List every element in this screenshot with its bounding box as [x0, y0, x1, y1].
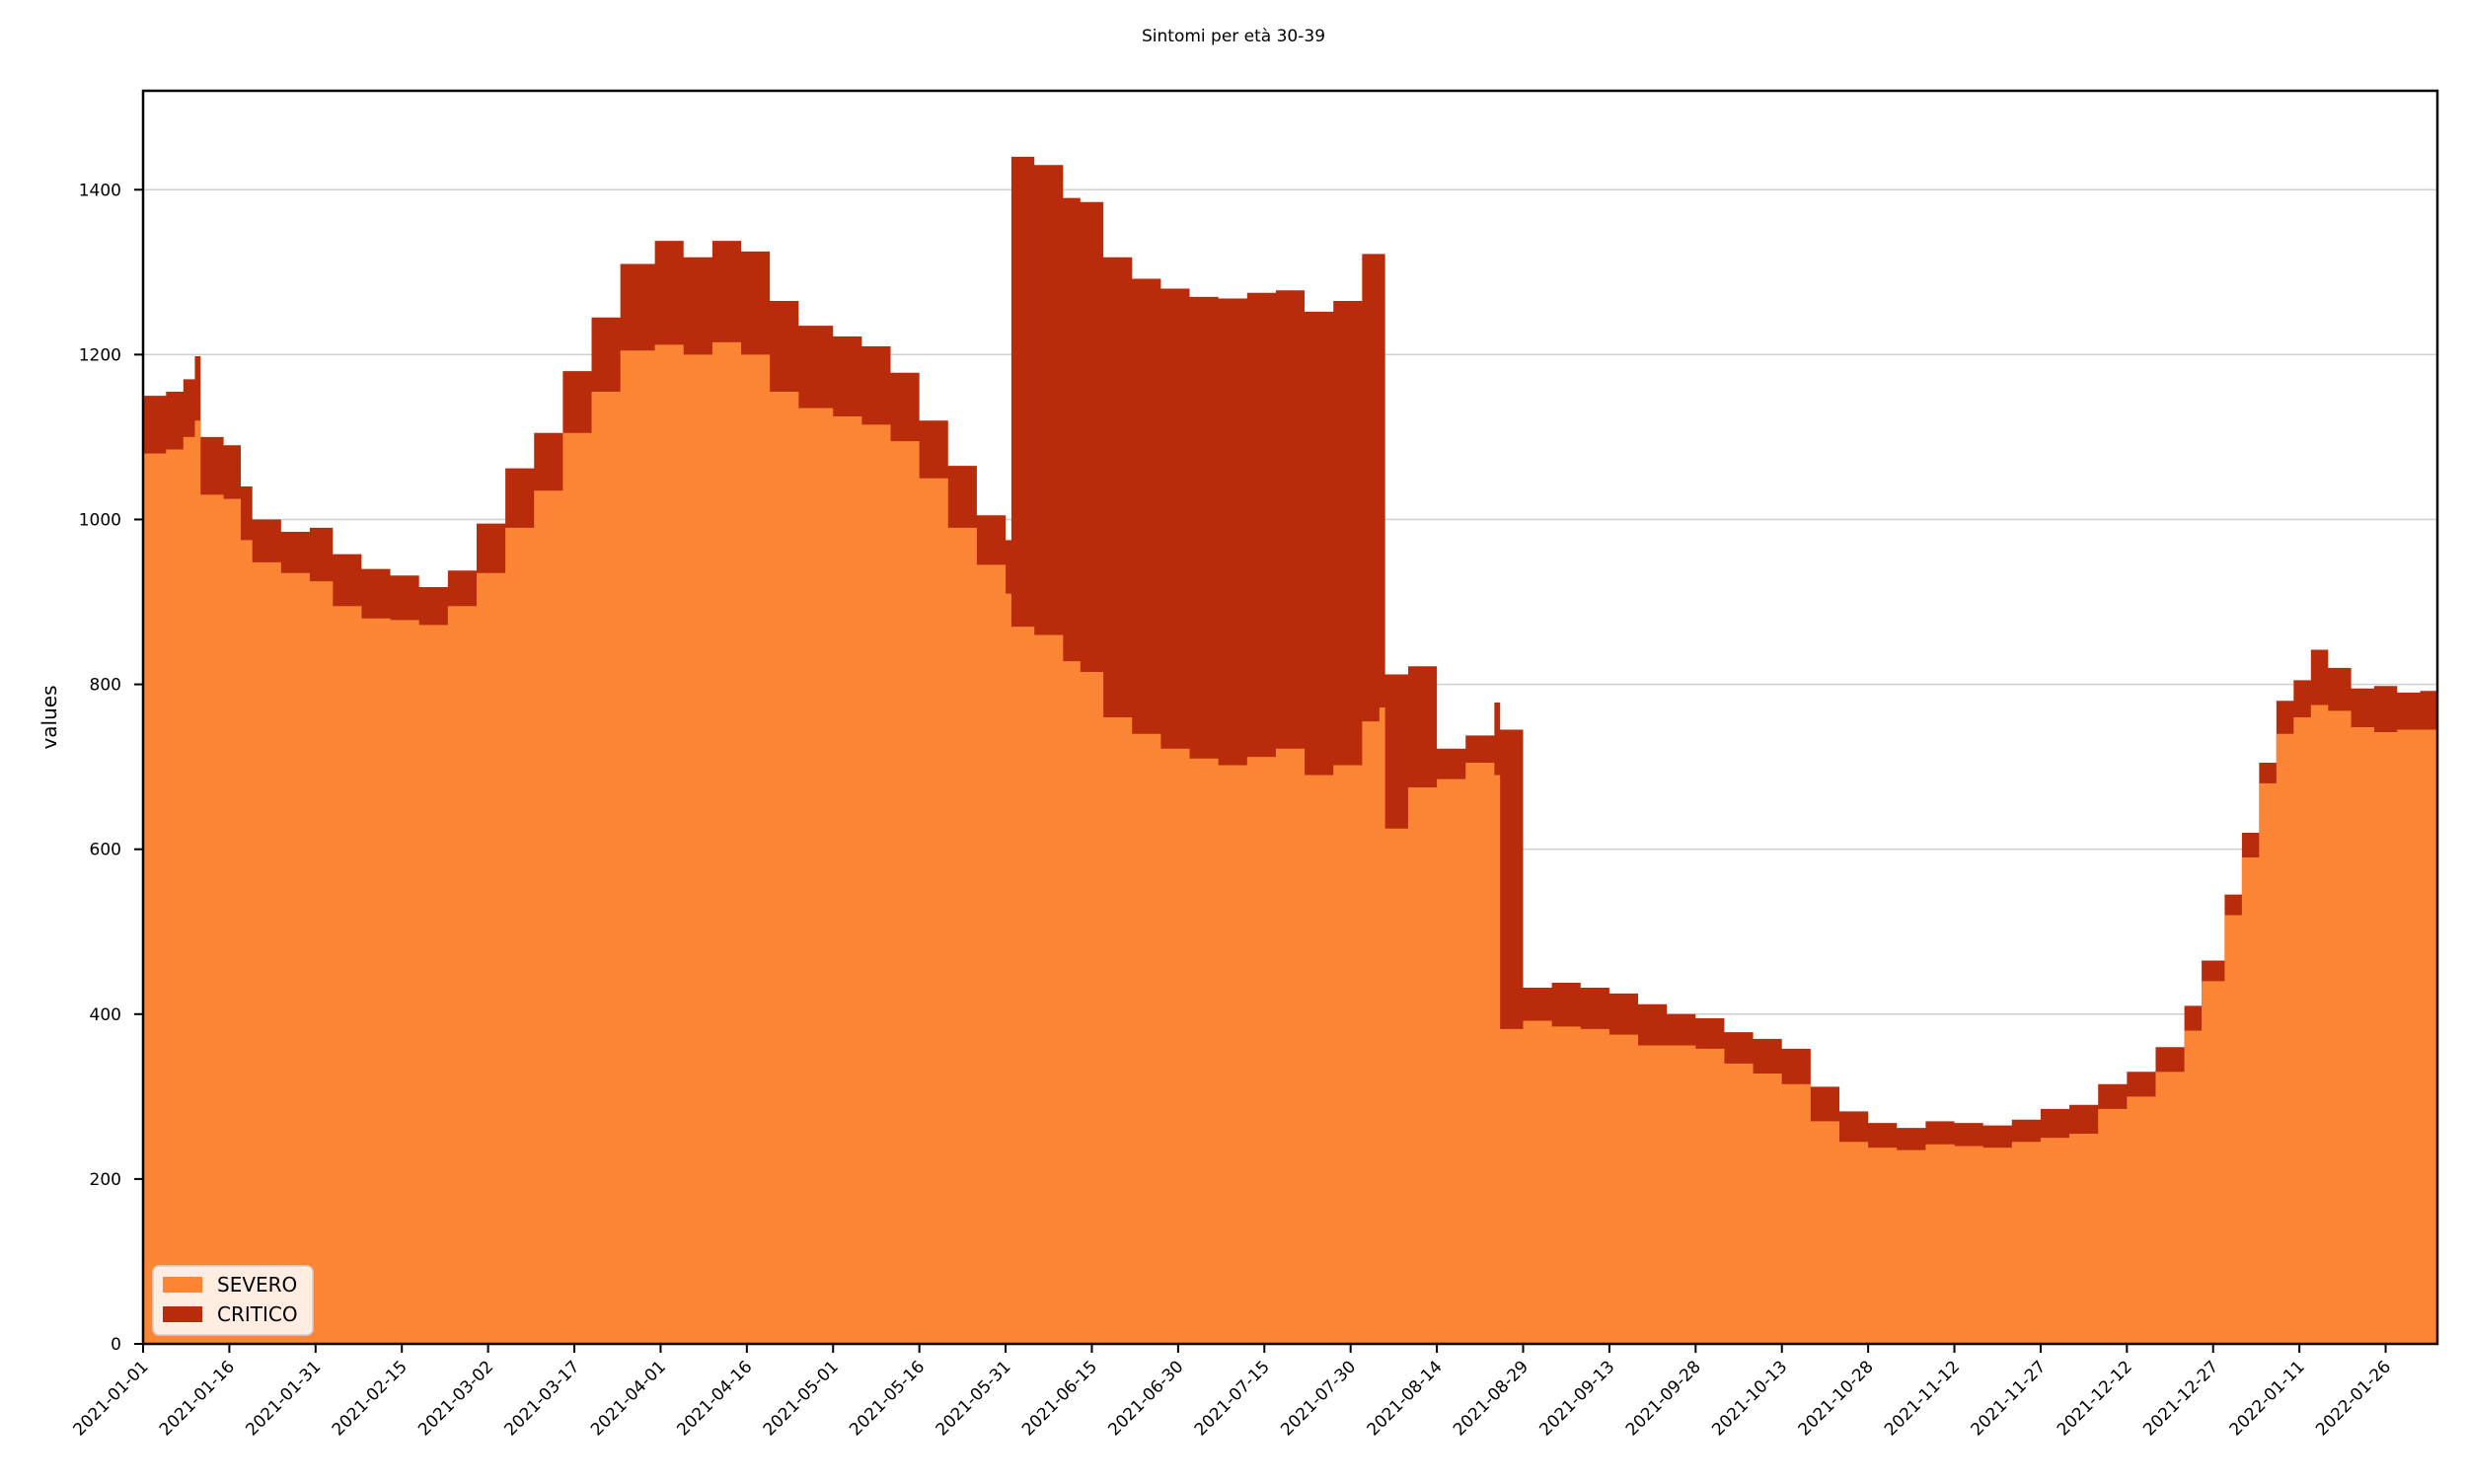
- x-tick-label: 2021-07-30: [1277, 1357, 1360, 1440]
- y-tick-label: 600: [90, 841, 121, 860]
- y-tick-label: 1000: [79, 510, 121, 530]
- x-tick-label: 2021-01-31: [242, 1357, 325, 1440]
- x-tick-label: 2021-01-01: [70, 1357, 153, 1440]
- x-tick-label: 2021-11-27: [1967, 1357, 2050, 1440]
- chart-title: Sintomi per età 30-39: [1142, 27, 1325, 46]
- x-tick-label: 2021-02-15: [329, 1357, 411, 1440]
- x-tick-label: 2021-10-13: [1708, 1357, 1791, 1440]
- y-tick-label: 400: [90, 1005, 121, 1025]
- area-series-group: [143, 156, 2437, 1345]
- y-axis: 0 200 400 600 800 1000 1200 1400: [79, 181, 143, 1355]
- x-tick-label: 2021-05-01: [760, 1357, 843, 1440]
- x-tick-label: 2021-09-13: [1535, 1357, 1618, 1440]
- x-tick-label: 2021-01-16: [156, 1357, 239, 1440]
- x-tick-label: 2021-03-02: [414, 1357, 497, 1440]
- legend-label: SEVERO: [217, 1273, 297, 1297]
- x-tick-label: 2021-04-16: [673, 1357, 756, 1440]
- x-tick-label: 2021-08-14: [1364, 1357, 1447, 1440]
- y-axis-label: values: [37, 685, 61, 749]
- y-tick-label: 1400: [79, 181, 121, 200]
- legend: SEVERO CRITICO: [152, 1265, 314, 1336]
- x-tick-label: 2022-01-11: [2226, 1357, 2309, 1440]
- x-tick-label: 2021-07-15: [1191, 1357, 1274, 1440]
- x-tick-label: 2021-05-31: [933, 1357, 1015, 1440]
- x-tick-label: 2021-12-12: [2054, 1357, 2136, 1440]
- x-tick-label: 2021-12-27: [2139, 1357, 2222, 1440]
- legend-swatch: [163, 1277, 202, 1293]
- x-tick-label: 2021-09-28: [1622, 1357, 1705, 1440]
- y-tick-label: 200: [90, 1170, 121, 1190]
- legend-label: CRITICO: [217, 1302, 298, 1326]
- x-tick-label: 2021-05-16: [846, 1357, 929, 1440]
- x-tick-label: 2021-08-29: [1450, 1357, 1533, 1440]
- x-tick-label: 2021-10-28: [1795, 1357, 1878, 1440]
- legend-swatch: [163, 1306, 202, 1322]
- x-tick-label: 2021-06-30: [1104, 1357, 1187, 1440]
- x-tick-label: 2021-03-17: [501, 1357, 584, 1440]
- plot-frame: [141, 89, 2439, 1346]
- y-tick-label: 1200: [79, 345, 121, 365]
- x-tick-label: 2021-06-15: [1018, 1357, 1101, 1440]
- x-tick-label: 2021-11-12: [1881, 1357, 1964, 1440]
- x-tick-label: 2022-01-26: [2312, 1357, 2395, 1440]
- x-axis: 2021-01-01 2021-01-16 2021-01-31 2021-02-15…: [70, 1344, 2395, 1440]
- area-severo: [143, 341, 2437, 1344]
- x-tick-label: 2021-04-01: [587, 1357, 670, 1440]
- y-tick-label: 800: [90, 676, 121, 696]
- y-tick-label: 0: [111, 1335, 121, 1355]
